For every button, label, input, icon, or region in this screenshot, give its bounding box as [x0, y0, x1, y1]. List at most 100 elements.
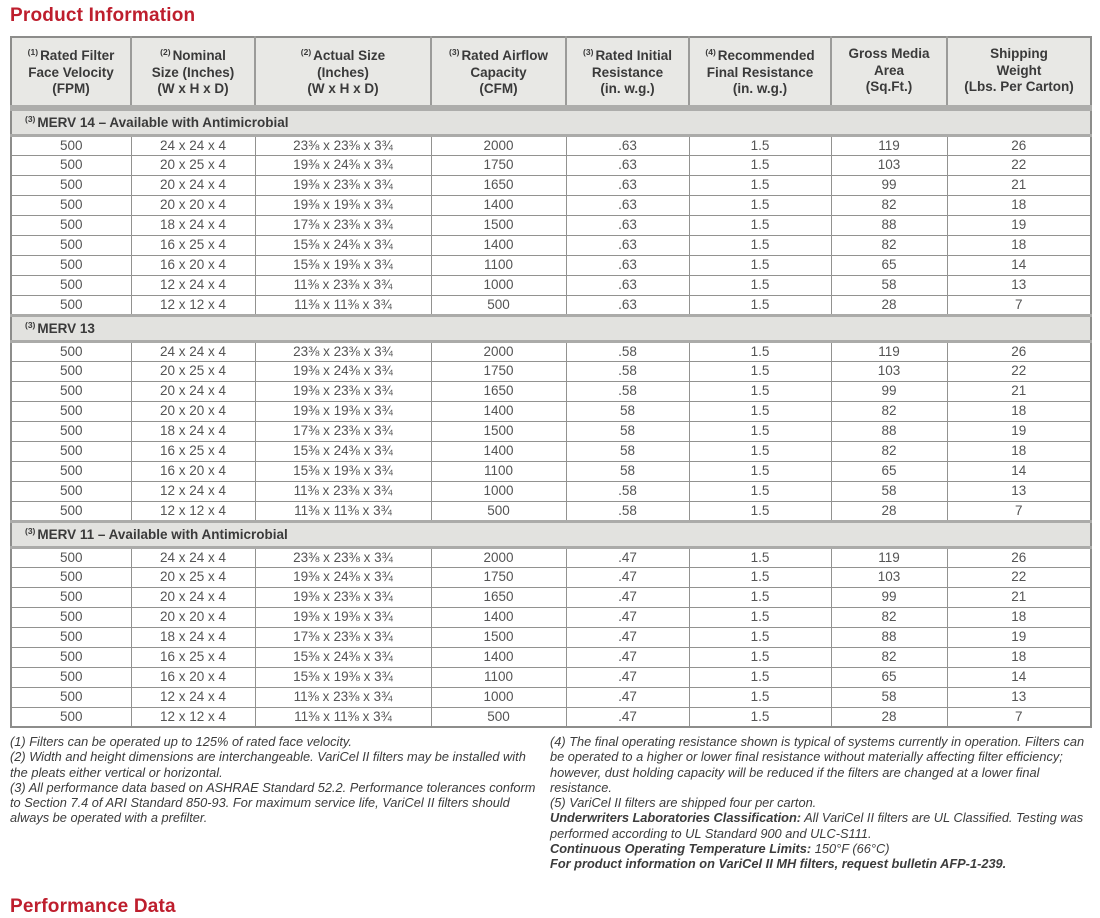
cell: .63	[565, 194, 690, 216]
cell: 1100	[430, 460, 567, 482]
cell: 17⅜ x 23⅜ x 3¾	[254, 420, 432, 442]
cell: 500	[10, 666, 132, 688]
cell: 65	[830, 666, 948, 688]
cell: 7	[946, 706, 1092, 728]
cell: 18	[946, 194, 1092, 216]
cell: .63	[565, 294, 690, 316]
cell: 500	[10, 400, 132, 422]
table-row: 500 12 x 12 x 4 11⅜ x 11⅜ x 3¾ 500.58 1.5 28 7	[10, 500, 1092, 522]
cell: 23⅜ x 23⅜ x 3¾	[254, 134, 432, 156]
cell: 19⅜ x 19⅜ x 3¾	[254, 606, 432, 628]
cell: 12 x 24 x 4	[130, 274, 256, 296]
column-header: (2) Nominal Size (Inches) (W x H x D)	[130, 37, 255, 111]
table-row: 500 24 x 24 x 4 23⅜ x 23⅜ x 3¾ 2000.47 1.5 11…	[10, 546, 1092, 568]
cell: 88	[830, 214, 948, 236]
cell: 1650	[430, 586, 567, 608]
column-header: Gross Media Area (Sq.Ft.)	[830, 37, 947, 111]
cell: .63	[565, 254, 690, 276]
header-row: (1) Rated Filter Face Velocity (FPM) (2) Nomi…	[11, 37, 1091, 111]
cell: 1.5	[688, 480, 832, 502]
cell: 1400	[430, 606, 567, 628]
table-row: 500 20 x 24 x 4 19⅜ x 23⅜ x 3¾ 1650.63 1.5 99…	[10, 174, 1092, 196]
footnote: (3) All performance data based on ASHRAE…	[10, 779, 536, 826]
cell: .47	[565, 606, 690, 628]
cell: 65	[830, 460, 948, 482]
cell: 1000	[430, 480, 567, 502]
footnote: (4) The final operating resistance shown…	[550, 734, 1085, 795]
cell: .58	[565, 500, 690, 522]
table-row: 500 20 x 24 x 4 19⅜ x 23⅜ x 3¾ 1650.47 1.5 99…	[10, 586, 1092, 608]
cell: 15⅜ x 19⅜ x 3¾	[254, 460, 432, 482]
column-header: (3) Rated Airflow Capacity (CFM)	[430, 37, 566, 111]
cell: 11⅜ x 11⅜ x 3¾	[254, 500, 432, 522]
cell: 14	[946, 666, 1092, 688]
cell: 500	[10, 546, 132, 568]
cell: 1.5	[688, 274, 832, 296]
cell: 1400	[430, 194, 567, 216]
cell: 500	[10, 626, 132, 648]
cell: 1.5	[688, 626, 832, 648]
cell: 24 x 24 x 4	[130, 134, 256, 156]
cell: 1.5	[688, 666, 832, 688]
cell: 1500	[430, 214, 567, 236]
cell: 1000	[430, 686, 567, 708]
cell: 58	[565, 460, 690, 482]
cell: 500	[10, 194, 132, 216]
cell: 20 x 25 x 4	[130, 566, 256, 588]
cell: 22	[946, 566, 1092, 588]
cell: 13	[946, 274, 1092, 296]
cell: 11⅜ x 23⅜ x 3¾	[254, 686, 432, 708]
cell: 500	[10, 586, 132, 608]
cell: 1.5	[688, 340, 832, 362]
cell: 16 x 20 x 4	[130, 666, 256, 688]
cell: 19⅜ x 19⅜ x 3¾	[254, 400, 432, 422]
cell: .63	[565, 234, 690, 256]
cell: 500	[10, 500, 132, 522]
cell: 1750	[430, 566, 567, 588]
cell: 12 x 12 x 4	[130, 294, 256, 316]
section-title: (3) MERV 13	[11, 313, 1091, 343]
cell: 23⅜ x 23⅜ x 3¾	[254, 546, 432, 568]
performance-data-title: Performance Data	[10, 895, 176, 917]
cell: 88	[830, 626, 948, 648]
cell: .63	[565, 134, 690, 156]
cell: 1.5	[688, 646, 832, 668]
cell: 500	[10, 234, 132, 256]
cell: 20 x 20 x 4	[130, 400, 256, 422]
cell: 11⅜ x 23⅜ x 3¾	[254, 480, 432, 502]
cell: 1400	[430, 440, 567, 462]
cell: 65	[830, 254, 948, 276]
cell: .58	[565, 360, 690, 382]
table-row: 500 18 x 24 x 4 17⅜ x 23⅜ x 3¾ 1500 58 1.5 88 1…	[10, 420, 1092, 442]
cell: 58	[565, 420, 690, 442]
cell: .58	[565, 480, 690, 502]
cell: 18	[946, 234, 1092, 256]
cell: 15⅜ x 19⅜ x 3¾	[254, 666, 432, 688]
cell: .63	[565, 154, 690, 176]
cell: 82	[830, 440, 948, 462]
cell: 500	[10, 134, 132, 156]
cell: 1400	[430, 646, 567, 668]
cell: 58	[565, 400, 690, 422]
table-row: 500 12 x 12 x 4 11⅜ x 11⅜ x 3¾ 500.63 1.5 28 7	[10, 294, 1092, 316]
table-row: 500 16 x 25 x 4 15⅜ x 24⅜ x 3¾ 1400.47 1.5 82…	[10, 646, 1092, 668]
table-row: 500 20 x 25 x 4 19⅜ x 24⅜ x 3¾ 1750.58 1.5 10…	[10, 360, 1092, 382]
cell: 19⅜ x 23⅜ x 3¾	[254, 380, 432, 402]
column-header: (2) Actual Size (Inches) (W x H x D)	[254, 37, 431, 111]
cell: 17⅜ x 23⅜ x 3¾	[254, 626, 432, 648]
cell: 500	[10, 706, 132, 728]
cell: 1.5	[688, 174, 832, 196]
footnote-marker: (1)	[27, 47, 39, 57]
table-row: 500 20 x 20 x 4 19⅜ x 19⅜ x 3¾ 1400.47 1.5 82…	[10, 606, 1092, 628]
cell: 1400	[430, 400, 567, 422]
cell: 99	[830, 174, 948, 196]
cell: 500	[430, 706, 567, 728]
footnote: (1) Filters can be operated up to 125% o…	[10, 734, 352, 749]
cell: 1.5	[688, 154, 832, 176]
cell: 1.5	[688, 606, 832, 628]
cell: 2000	[430, 134, 567, 156]
cell: 500	[10, 460, 132, 482]
cell: 26	[946, 546, 1092, 568]
footnote-marker: (3)	[449, 47, 460, 57]
